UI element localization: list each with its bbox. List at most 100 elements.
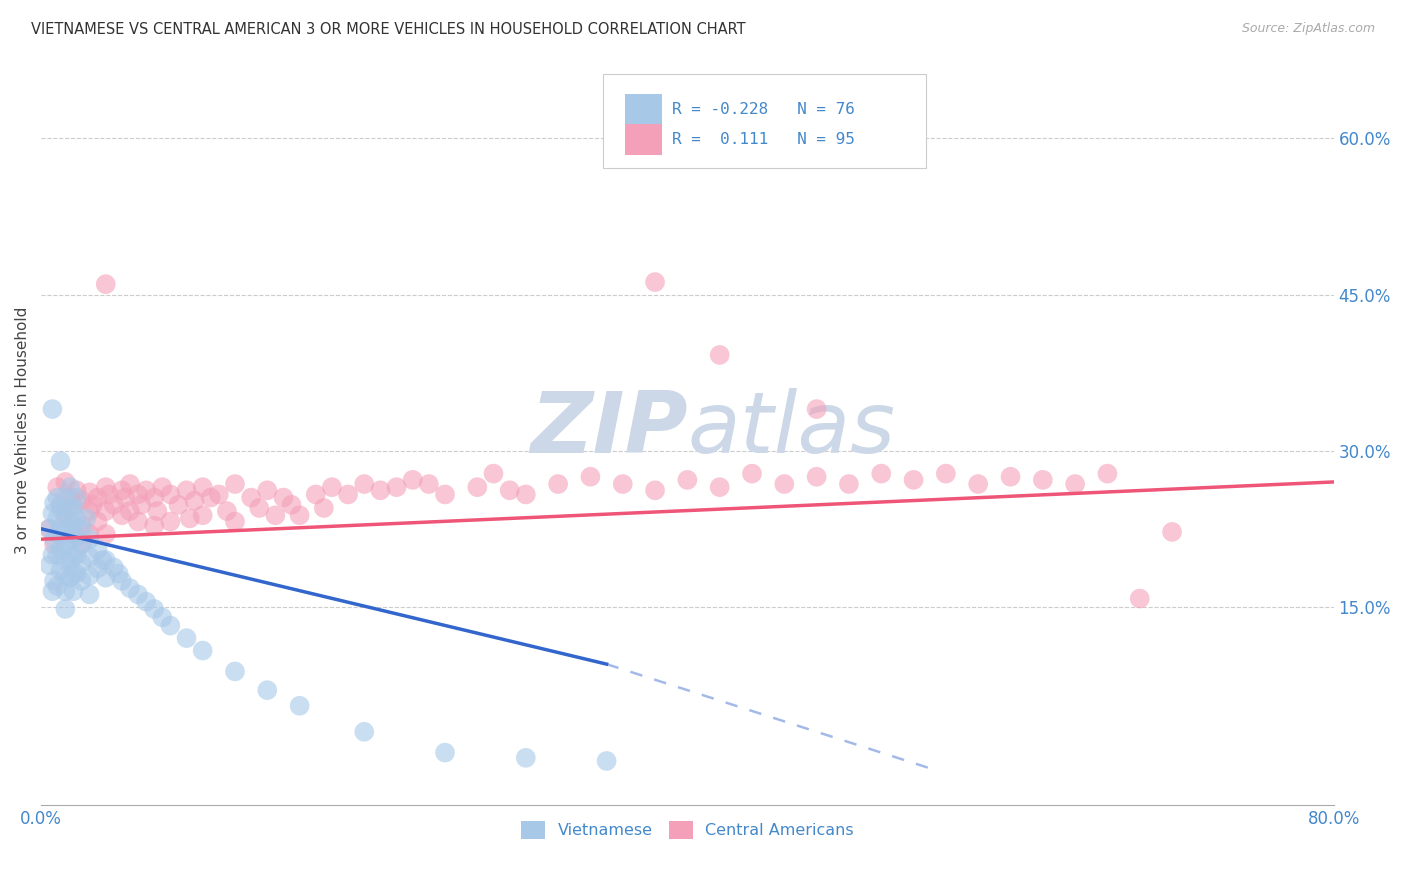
Point [305, 487, 328, 501]
Point [515, 487, 537, 501]
Point [70, 537, 93, 551]
Point [127, 515, 149, 529]
Point [103, 498, 125, 512]
Point [870, 467, 893, 481]
Point [86, 491, 108, 505]
Point [467, 480, 489, 494]
Point [806, 469, 828, 483]
Point [191, 480, 214, 494]
Point [143, 491, 166, 505]
Point [183, 493, 205, 508]
Point [75, 511, 97, 525]
Point [94, 571, 117, 585]
Point [176, 631, 198, 645]
Point [402, 473, 425, 487]
FancyBboxPatch shape [603, 74, 927, 168]
Point [70, 556, 93, 570]
Point [94, 277, 117, 292]
Text: Source: ZipAtlas.com: Source: ZipAtlas.com [1241, 22, 1375, 36]
Point [547, 477, 569, 491]
Point [256, 483, 278, 498]
Point [46, 480, 69, 494]
Point [53, 584, 76, 599]
Point [59, 500, 82, 515]
Point [42, 532, 65, 546]
Point [86, 561, 108, 575]
Point [159, 515, 181, 529]
Point [94, 504, 117, 518]
Point [41, 548, 63, 562]
Point [1064, 477, 1087, 491]
Point [62, 549, 84, 564]
Point [53, 553, 76, 567]
Text: R = -0.228   N = 76: R = -0.228 N = 76 [672, 102, 855, 117]
Point [1161, 524, 1184, 539]
Point [191, 643, 214, 657]
Point [143, 518, 166, 533]
Point [70, 518, 93, 533]
Point [49, 522, 72, 536]
Point [59, 535, 82, 549]
Point [53, 602, 76, 616]
Point [150, 480, 173, 494]
Point [98, 487, 121, 501]
Point [66, 491, 89, 505]
Point [49, 498, 72, 512]
Point [53, 522, 76, 536]
Point [215, 504, 238, 518]
Point [70, 522, 93, 536]
Point [70, 537, 93, 551]
Point [46, 548, 69, 562]
Point [49, 542, 72, 557]
Point [94, 553, 117, 567]
Point [66, 548, 89, 562]
Point [103, 560, 125, 574]
Point [806, 402, 828, 417]
Point [1000, 469, 1022, 483]
Point [111, 483, 134, 498]
Point [53, 491, 76, 505]
Point [280, 498, 302, 512]
Point [62, 500, 84, 515]
Point [70, 574, 93, 588]
Point [79, 549, 101, 564]
Point [53, 537, 76, 551]
Legend: Vietnamese, Central Americans: Vietnamese, Central Americans [515, 814, 860, 846]
Point [434, 487, 457, 501]
Point [70, 493, 93, 508]
Point [79, 532, 101, 546]
Point [49, 454, 72, 468]
Point [66, 566, 89, 581]
Point [838, 477, 860, 491]
Point [143, 602, 166, 616]
Point [434, 746, 457, 760]
Point [62, 584, 84, 599]
Point [644, 275, 666, 289]
Point [114, 491, 136, 505]
Point [321, 480, 343, 494]
Point [224, 665, 246, 679]
Point [176, 483, 198, 498]
Point [41, 506, 63, 520]
Point [159, 487, 181, 501]
Point [53, 511, 76, 525]
Point [418, 477, 440, 491]
Point [709, 348, 731, 362]
Point [515, 751, 537, 765]
Point [337, 487, 360, 501]
Point [967, 477, 990, 491]
Point [273, 491, 295, 505]
Point [167, 498, 190, 512]
Point [59, 480, 82, 494]
Point [353, 724, 375, 739]
Point [53, 506, 76, 520]
Point [676, 473, 699, 487]
Point [146, 504, 169, 518]
Point [86, 515, 108, 529]
Point [38, 522, 60, 536]
Point [191, 508, 214, 523]
Point [159, 618, 181, 632]
Point [208, 487, 231, 501]
Y-axis label: 3 or more Vehicles in Household: 3 or more Vehicles in Household [15, 306, 30, 554]
Point [59, 553, 82, 567]
